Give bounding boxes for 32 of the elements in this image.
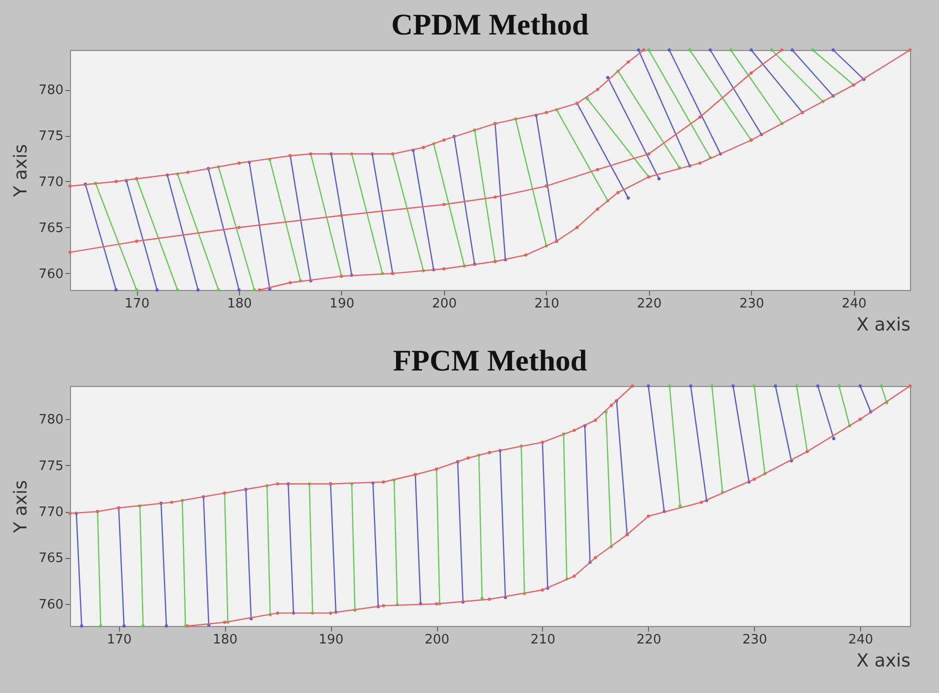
x-tick-label: 240 bbox=[848, 632, 874, 648]
x-tick-label: 210 bbox=[534, 296, 560, 312]
y-tick-label: 775 bbox=[38, 129, 64, 144]
x-tick-label: 170 bbox=[106, 632, 132, 648]
chart-title: CPDM Method bbox=[391, 8, 590, 42]
y-tick-label: 780 bbox=[38, 412, 64, 428]
y-tick-label: 760 bbox=[38, 266, 64, 282]
x-axis-title: X axis bbox=[856, 314, 910, 336]
y-tick-label: 765 bbox=[38, 551, 64, 566]
x-tick-label: 220 bbox=[636, 296, 662, 312]
x-tick-label: 200 bbox=[424, 632, 450, 648]
y-axis-title: Y axis bbox=[10, 480, 32, 534]
y-tick-label: 775 bbox=[38, 458, 64, 474]
y-tick-label: 760 bbox=[38, 597, 64, 612]
x-tick-label: 180 bbox=[227, 296, 252, 312]
y-tick-label: 765 bbox=[38, 220, 64, 236]
x-tick-label: 230 bbox=[739, 296, 764, 312]
x-tick-label: 170 bbox=[124, 296, 150, 312]
y-tick-label: 780 bbox=[38, 83, 64, 98]
x-tick-label: 190 bbox=[318, 632, 344, 648]
x-tick-label: 230 bbox=[742, 632, 768, 648]
x-axis-title: X axis bbox=[856, 650, 910, 672]
x-tick-label: 180 bbox=[212, 632, 238, 648]
y-tick-label: 770 bbox=[38, 174, 64, 190]
x-tick-label: 240 bbox=[842, 296, 867, 312]
y-axis-title: Y axis bbox=[10, 144, 32, 198]
x-tick-label: 200 bbox=[432, 296, 457, 312]
x-tick-label: 220 bbox=[636, 632, 662, 648]
chart-title: FPCM Method bbox=[392, 344, 588, 378]
y-tick-label: 770 bbox=[38, 505, 64, 520]
x-tick-label: 210 bbox=[530, 632, 556, 648]
x-tick-label: 190 bbox=[330, 296, 354, 312]
